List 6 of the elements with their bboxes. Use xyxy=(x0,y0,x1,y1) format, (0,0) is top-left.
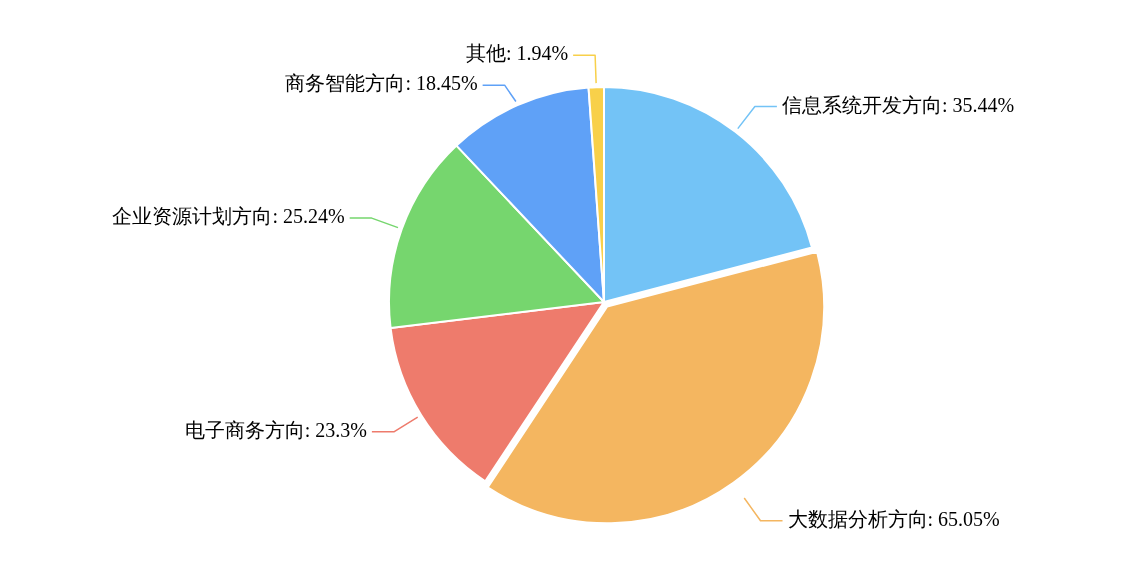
slice-label: 其他: 1.94% xyxy=(465,42,569,65)
slice-label: 电子商务方向: 23.3% xyxy=(184,419,367,442)
slice-label: 信息系统开发方向: 35.44% xyxy=(781,93,1015,116)
slice-label: 商务智能方向: 18.45% xyxy=(285,72,478,95)
slice-label: 企业资源计划方向: 25.24% xyxy=(112,205,345,228)
slice-label: 大数据分析方向: 65.05% xyxy=(787,508,1000,531)
